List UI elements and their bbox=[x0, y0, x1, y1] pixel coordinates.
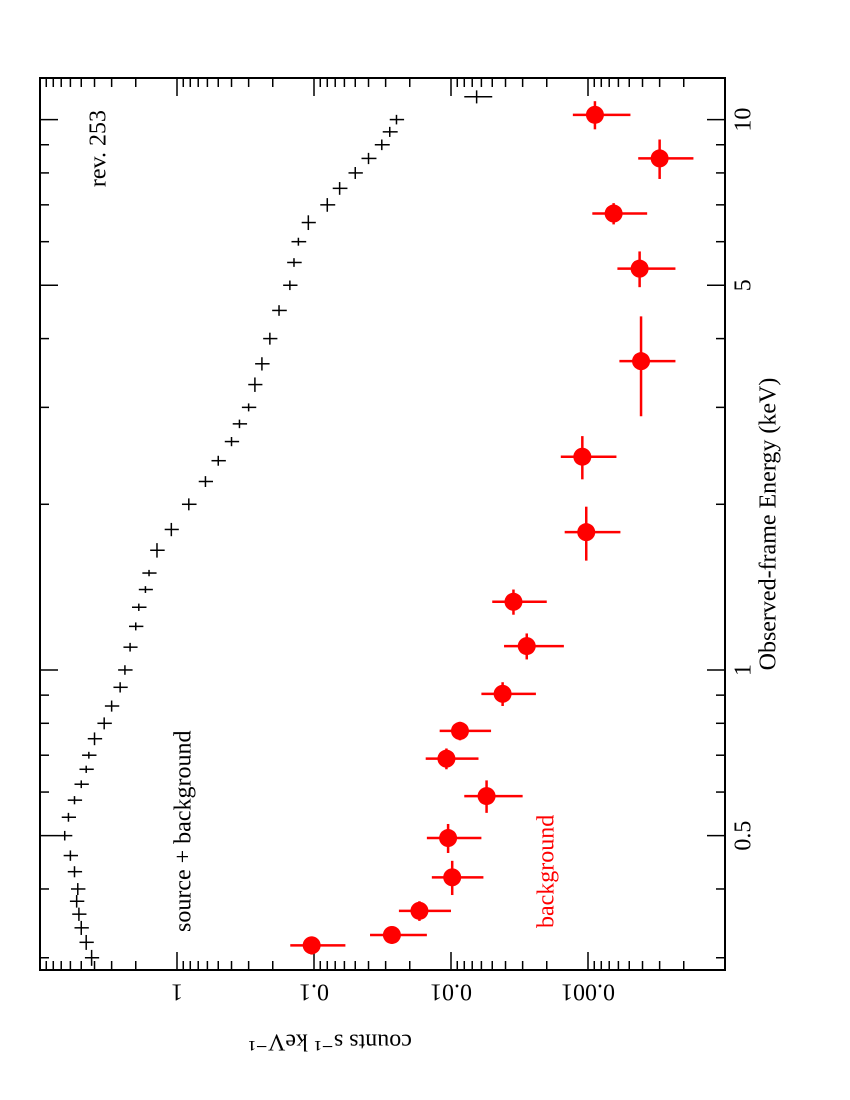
data-point bbox=[504, 592, 523, 611]
data-point bbox=[302, 936, 321, 955]
data-point bbox=[439, 829, 458, 848]
annotation: source + background bbox=[171, 731, 197, 932]
y-tick-label: 0.01 bbox=[430, 978, 472, 1004]
data-point bbox=[410, 901, 429, 920]
annotation: background bbox=[534, 815, 560, 928]
y-tick-label: 0.001 bbox=[561, 978, 615, 1004]
x-axis-label: Observed-frame Energy (keV) bbox=[756, 378, 782, 671]
y-tick-label: 1 bbox=[171, 978, 183, 1004]
data-point bbox=[450, 721, 469, 740]
data-point bbox=[477, 787, 496, 806]
data-point bbox=[604, 204, 623, 223]
data-point bbox=[650, 149, 669, 168]
x-tick-label: 0.5 bbox=[731, 821, 757, 851]
data-point bbox=[437, 749, 456, 768]
plot-frame bbox=[39, 77, 726, 971]
data-point bbox=[443, 868, 462, 887]
data-point bbox=[517, 637, 536, 656]
x-tick-label: 10 bbox=[731, 108, 757, 132]
data-point bbox=[573, 447, 592, 466]
y-axis-label: counts s⁻¹ keV⁻¹ bbox=[248, 1028, 412, 1054]
annotation: rev. 253 bbox=[86, 110, 112, 187]
data-point bbox=[493, 684, 512, 703]
x-tick-label: 5 bbox=[731, 279, 757, 291]
data-point bbox=[382, 925, 401, 944]
data-point bbox=[630, 259, 649, 278]
data-point bbox=[585, 105, 604, 124]
data-point bbox=[632, 352, 651, 371]
data-point bbox=[577, 523, 596, 542]
x-tick-label: 1 bbox=[731, 664, 757, 676]
y-tick-label: 0.1 bbox=[299, 978, 329, 1004]
